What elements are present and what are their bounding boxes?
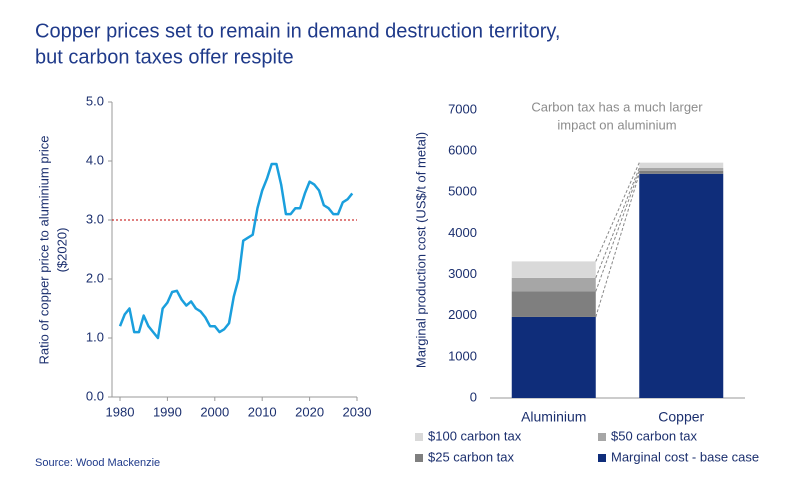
- connector: [595, 162, 640, 262]
- y-tick-label: 1.0: [86, 329, 104, 344]
- x-tick-label: 2000: [200, 404, 229, 419]
- bar-segment: [511, 261, 596, 278]
- bar-segment: [639, 173, 724, 398]
- legend-label: $100 carbon tax: [428, 428, 522, 443]
- y-tick-label: 4000: [448, 225, 477, 240]
- connector: [595, 170, 640, 292]
- legend-label: $50 carbon tax: [611, 428, 698, 443]
- legend-swatch: [415, 433, 423, 441]
- x-tick-label: 1990: [153, 404, 182, 419]
- y-tick-label: 3000: [448, 266, 477, 281]
- y-tick-label: 2000: [448, 307, 477, 322]
- legend-swatch: [415, 454, 423, 462]
- y-tick-label: 6000: [448, 143, 477, 158]
- title-line: Copper prices set to remain in demand de…: [35, 20, 560, 42]
- source: Source: Wood Mackenzie: [35, 457, 160, 469]
- x-tick-label: Copper: [658, 409, 704, 425]
- legend-label: $25 carbon tax: [428, 449, 515, 464]
- y-axis-label: ($2020): [54, 228, 69, 273]
- bar-segment: [511, 316, 596, 398]
- y-tick-label: 3.0: [86, 211, 104, 226]
- y-tick-label: 1000: [448, 348, 477, 363]
- y-tick-label: 0.0: [86, 388, 104, 403]
- x-tick-label: Aluminium: [521, 409, 586, 425]
- bar-segment: [511, 291, 596, 317]
- legend-swatch: [598, 433, 606, 441]
- y-tick-label: 7000: [448, 101, 477, 116]
- bar-segment: [511, 277, 596, 292]
- y-axis-label: Ratio of copper price to aluminium price: [36, 135, 51, 364]
- legend-label: Marginal cost - base case: [611, 449, 759, 464]
- y-tick-label: 4.0: [86, 152, 104, 167]
- x-tick-label: 2020: [295, 404, 324, 419]
- y-tick-label: 0: [470, 389, 477, 404]
- x-tick-label: 2010: [248, 404, 277, 419]
- x-tick-label: 1980: [106, 404, 135, 419]
- title-line: but carbon taxes offer respite: [35, 46, 294, 68]
- y-tick-label: 2.0: [86, 270, 104, 285]
- bar-segment: [639, 168, 724, 171]
- bar-segment: [639, 162, 724, 169]
- x-tick-label: 2030: [343, 404, 372, 419]
- legend-swatch: [598, 454, 606, 462]
- annotation: impact on aluminium: [557, 117, 676, 132]
- connector: [595, 167, 640, 279]
- y-tick-label: 5000: [448, 184, 477, 199]
- bar-segment: [639, 170, 724, 174]
- annotation: Carbon tax has a much larger: [531, 99, 703, 114]
- line-series: [118, 162, 354, 340]
- y-axis-label: Marginal production cost (US$/t of metal…: [413, 132, 428, 368]
- y-tick-label: 5.0: [86, 93, 104, 108]
